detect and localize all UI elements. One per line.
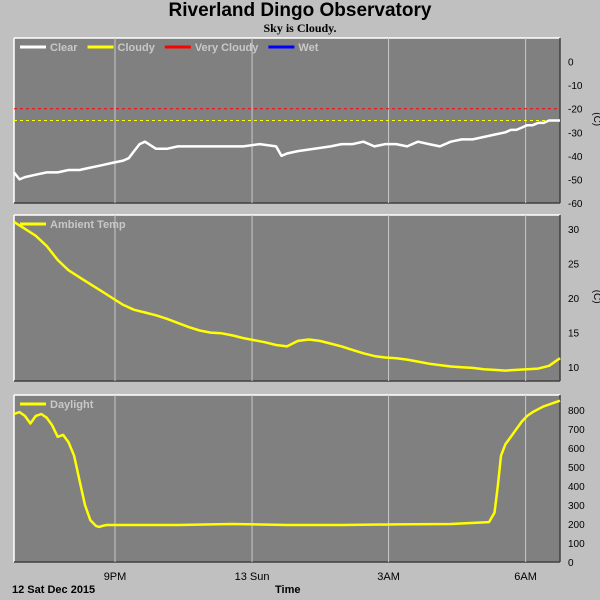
y-tick-label-ambient-2: 20 (568, 294, 580, 305)
legend-label-sky-1: Cloudy (118, 42, 156, 54)
y-tick-label-daylight-0: 800 (568, 406, 585, 417)
y-tick-label-daylight-1: 700 (568, 425, 585, 436)
series-line-daylight-0 (13, 399, 561, 529)
date-label: 12 Sat Dec 2015 (12, 584, 96, 596)
y-axis-label-sky: (C) (591, 112, 600, 126)
y-axis-label-ambient: (C) (591, 290, 600, 304)
y-tick-label-ambient-1: 25 (568, 259, 580, 270)
x-tick-label-3: 6AM (514, 571, 537, 583)
y-tick-label-daylight-3: 500 (568, 463, 585, 474)
x-tick-label-2: 3AM (377, 571, 400, 583)
y-tick-label-daylight-4: 400 (568, 482, 585, 493)
y-tick-label-sky-0: 0 (568, 58, 574, 69)
panel-daylight-background (14, 395, 560, 562)
y-tick-label-ambient-3: 15 (568, 329, 580, 340)
y-tick-label-daylight-5: 300 (568, 501, 585, 512)
sky-status-subtitle: Sky is Cloudy. (263, 21, 337, 35)
legend-label-sky-2: Very Cloudy (195, 42, 259, 54)
legend-label-sky-0: Clear (50, 42, 78, 54)
page-title: Riverland Dingo Observatory (168, 0, 432, 21)
y-tick-label-sky-1: -10 (568, 81, 583, 92)
legend-label-ambient-0: Ambient Temp (50, 219, 126, 231)
y-tick-label-ambient-0: 30 (568, 225, 580, 236)
y-tick-label-sky-4: -40 (568, 152, 583, 163)
y-tick-label-daylight-7: 100 (568, 539, 585, 550)
y-tick-label-sky-6: -60 (568, 199, 583, 210)
y-tick-label-sky-3: -30 (568, 128, 583, 139)
y-tick-label-sky-2: -20 (568, 105, 583, 116)
legend-label-daylight-0: Daylight (50, 399, 94, 411)
y-tick-label-ambient-4: 10 (568, 363, 580, 374)
series-line-sky-0 (13, 119, 560, 181)
y-tick-label-sky-5: -50 (568, 175, 583, 186)
y-tick-label-daylight-2: 600 (568, 444, 585, 455)
legend-label-sky-3: Wet (298, 42, 318, 54)
x-tick-label-1: 13 Sun (235, 571, 270, 583)
y-tick-label-daylight-6: 200 (568, 520, 585, 531)
panel-ambient-background (14, 215, 560, 381)
series-line-ambient-0 (13, 220, 561, 372)
x-axis-title: Time (275, 584, 301, 596)
x-tick-label-0: 9PM (104, 571, 127, 583)
y-tick-label-daylight-8: 0 (568, 558, 574, 569)
